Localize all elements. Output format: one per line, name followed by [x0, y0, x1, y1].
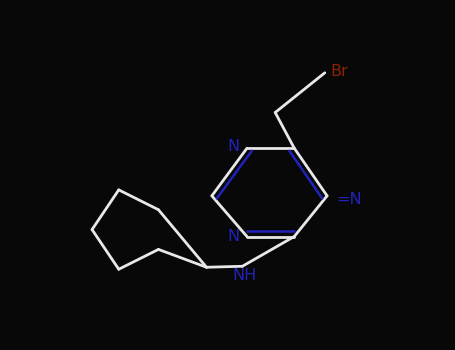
Text: N: N [227, 229, 239, 244]
Text: Br: Br [330, 64, 348, 79]
Text: N: N [227, 139, 239, 154]
Text: =N: =N [336, 192, 361, 207]
Text: NH: NH [232, 268, 256, 283]
